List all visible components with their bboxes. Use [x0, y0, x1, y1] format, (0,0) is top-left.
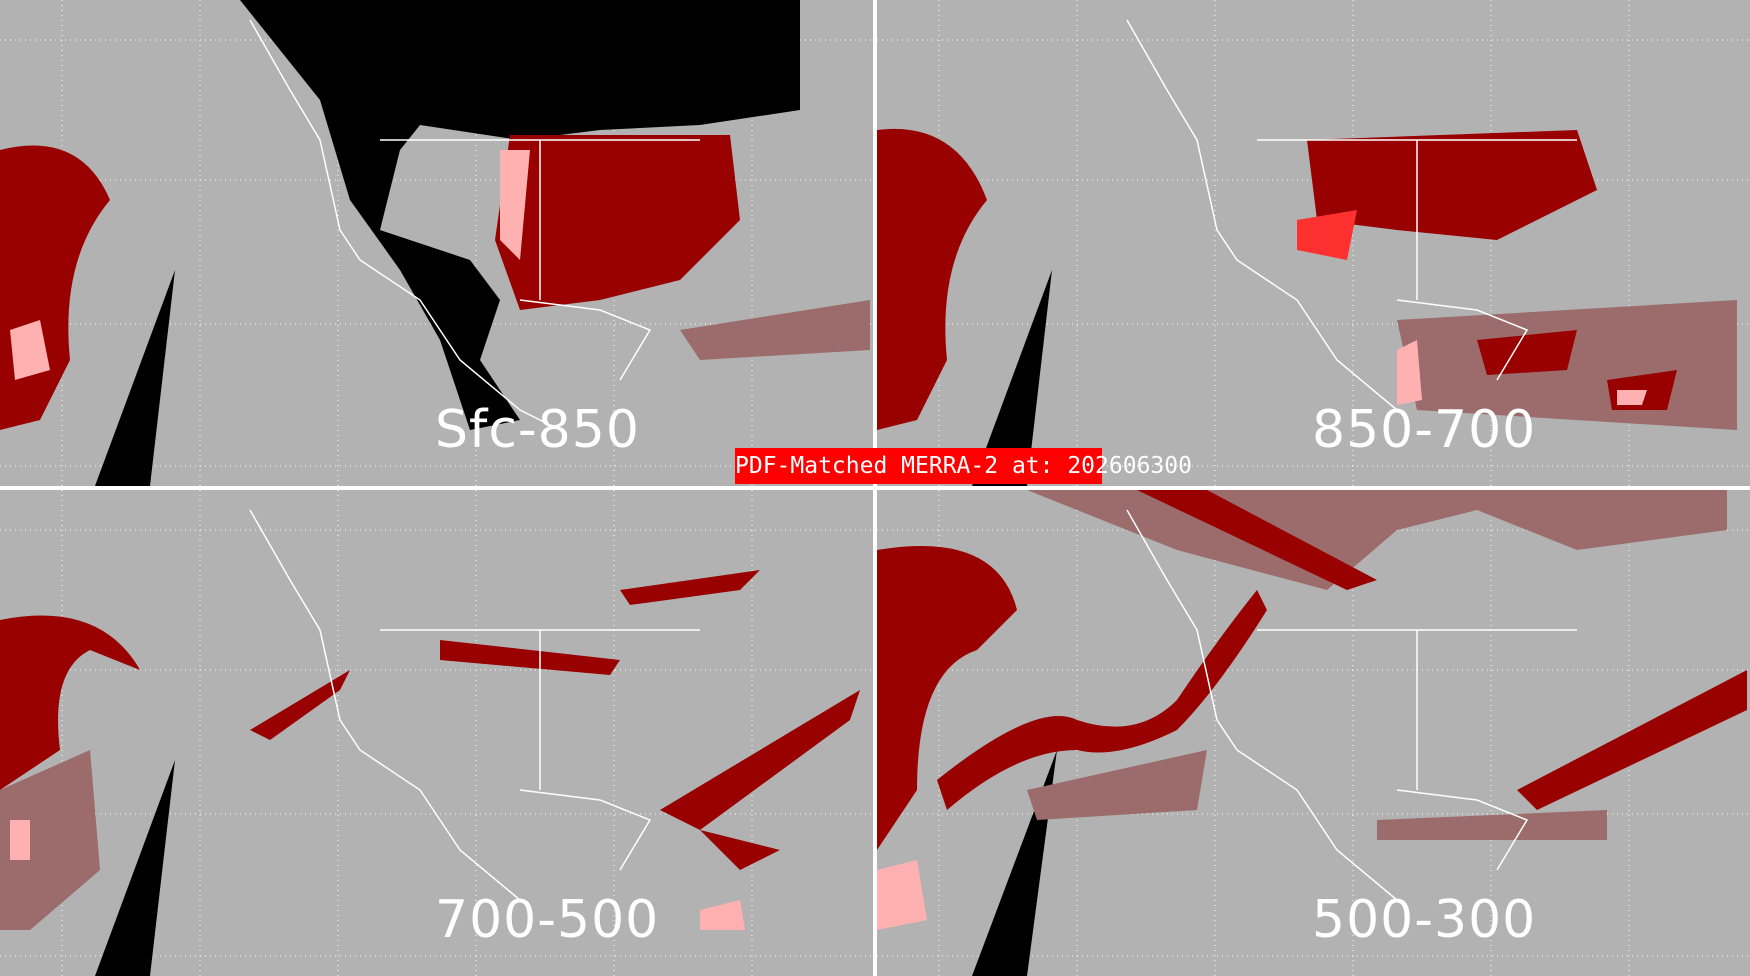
pink-patch: [877, 860, 927, 930]
cyclone-band: [877, 546, 1017, 850]
cyclone-band: [0, 145, 110, 431]
pink-patch: [1397, 340, 1647, 405]
coastline: [249, 19, 700, 431]
panel-500-300: 500-300: [877, 490, 1750, 976]
map-700-500: [0, 490, 873, 976]
title-text: PDF-Matched MERRA-2 at: 202606300: [735, 453, 1192, 479]
no-data-swath: [972, 750, 1057, 976]
coastline: [1126, 19, 1577, 411]
cyclone-band: [0, 615, 140, 790]
coastline: [1126, 509, 1577, 901]
panel-label: 850-700: [1312, 400, 1537, 460]
panel-sfc-850: Sfc-850: [0, 0, 873, 486]
map-500-300: [877, 490, 1750, 976]
panel-label: Sfc-850: [435, 400, 640, 460]
trop-band: [660, 690, 860, 870]
no-data-swath: [972, 270, 1052, 486]
trop-light: [1027, 750, 1607, 840]
no-data-swath: [95, 270, 175, 486]
map-title: PDF-Matched MERRA-2 at: 202606300: [735, 448, 1192, 484]
no-data-swath: [95, 760, 175, 976]
high-category-region: [495, 135, 740, 310]
jet-band: [250, 570, 760, 740]
map-sfc-850: [0, 0, 873, 486]
west-region: [0, 750, 100, 930]
title-background: [735, 448, 1102, 484]
high-category-region: [1307, 130, 1597, 240]
coastline: [249, 509, 700, 901]
trop-band: [680, 300, 870, 360]
upper-region: [1027, 490, 1727, 590]
cyclone-band: [877, 128, 987, 430]
trop-band: [1517, 670, 1747, 810]
panel-label: 700-500: [435, 890, 660, 950]
no-data-region: [240, 0, 800, 430]
low-category-region: [500, 150, 530, 260]
low-category-region: [1297, 210, 1357, 260]
panel-850-700: 850-700: [877, 0, 1750, 486]
subtrop-jet: [937, 590, 1267, 810]
panel-700-500: 700-500: [0, 490, 873, 976]
pink-patch: [10, 320, 50, 380]
panel-label: 500-300: [1312, 890, 1537, 950]
jet-band: [1137, 490, 1377, 590]
